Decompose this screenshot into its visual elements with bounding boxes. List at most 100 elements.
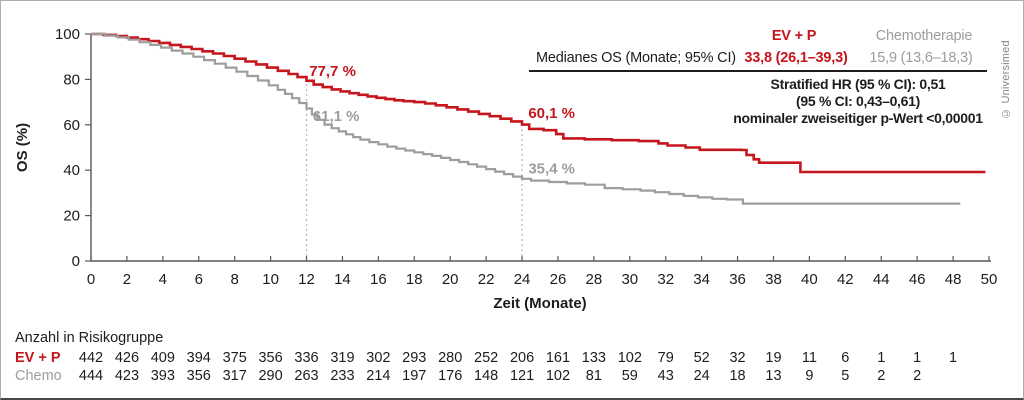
x-tick-label: 22 [478,271,495,288]
risk-count-chemo-m36: 18 [729,368,745,384]
risk-count-chemo-m6: 356 [187,368,211,384]
risk-count-chemo-m38: 13 [765,368,781,384]
risk-count-evp-m10: 356 [258,350,282,366]
risk-count-chemo-m4: 393 [151,368,175,384]
x-tick-label: 0 [87,271,95,288]
x-tick-label: 30 [621,271,638,288]
risk-count-evp-m26: 161 [546,350,570,366]
x-tick-label: 42 [837,271,854,288]
risk-count-evp-m40: 11 [802,350,817,366]
risk-count-evp-m44: 1 [877,350,885,366]
y-tick-label: 80 [63,71,80,88]
risk-count-evp-m30: 102 [618,350,642,366]
risk-count-chemo-m28: 81 [586,368,602,384]
median-table-row-label: Medianes OS (Monate; 95% CI) [536,50,736,66]
x-tick-label: 40 [801,271,818,288]
risk-count-evp-m2: 426 [115,350,139,366]
risk-count-chemo-m20: 176 [438,368,462,384]
y-axis-title: OS (%) [14,123,31,172]
x-tick-label: 32 [657,271,674,288]
x-tick-label: 4 [159,271,167,288]
risk-count-chemo-m32: 43 [658,368,674,384]
risk-table-title: Anzahl in Risikogruppe [15,330,164,346]
x-tick-label: 38 [765,271,782,288]
x-tick-label: 50 [981,271,998,288]
y-tick-label: 40 [63,162,80,179]
risk-count-chemo-m26: 102 [546,368,570,384]
stat-pvalue-line: nominaler zweiseitiger p-Wert <0,00001 [733,110,983,126]
survival-curve-evp [91,32,986,174]
risk-count-evp-m4: 409 [151,350,175,366]
risk-count-evp-m48: 1 [949,350,957,366]
risk-count-evp-m28: 133 [582,350,606,366]
risk-count-chemo-m10: 290 [258,368,282,384]
y-tick-label: 100 [55,26,80,43]
risk-count-chemo-m42: 5 [841,368,849,384]
x-tick-label: 6 [195,271,203,288]
x-tick-label: 10 [262,271,279,288]
copyright-credit: © Universimed [1000,40,1012,119]
x-tick-label: 34 [693,271,710,288]
stat-ci-line: (95 % CI: 0,43–0,61) [796,93,920,109]
risk-count-chemo-m40: 9 [805,368,813,384]
risk-count-evp-m8: 375 [223,350,247,366]
y-tick-label: 0 [72,253,80,270]
x-tick-label: 26 [550,271,567,288]
x-tick-label: 44 [873,271,890,288]
risk-count-chemo-m12: 263 [294,368,318,384]
landmark-annotation-1: 61,1 % [313,108,360,125]
risk-count-chemo-m22: 148 [474,368,498,384]
y-tick-label: 20 [63,208,80,225]
risk-count-evp-m0: 442 [79,350,103,366]
x-tick-label: 8 [231,271,239,288]
landmark-annotation-2: 60,1 % [528,105,575,122]
risk-count-chemo-m2: 423 [115,368,139,384]
risk-count-chemo-m44: 2 [877,368,885,384]
risk-count-evp-m34: 52 [694,350,710,366]
risk-count-evp-m6: 394 [187,350,211,366]
median-os-value-evp: 33,8 (26,1–39,3) [744,50,848,66]
x-axis-title: Zeit (Monate) [493,295,586,312]
x-tick-label: 36 [729,271,746,288]
x-tick-label: 16 [370,271,387,288]
median-table-header-evp: EV + P [771,28,817,44]
x-tick-label: 46 [909,271,926,288]
x-tick-label: 24 [514,271,531,288]
x-tick-label: 20 [442,271,459,288]
median-os-value-chemo: 15,9 (13,6–18,3) [869,50,973,66]
risk-count-chemo-m16: 214 [366,368,390,384]
risk-row-label-evp: EV + P [15,350,61,366]
x-tick-label: 18 [406,271,423,288]
y-tick-label: 60 [63,117,80,134]
median-table-header-chemo: Chemotherapie [875,28,973,44]
risk-count-evp-m36: 32 [729,350,745,366]
risk-row-label-chemo: Chemo [15,368,62,384]
risk-count-evp-m46: 1 [913,350,921,366]
risk-count-evp-m32: 79 [658,350,674,366]
risk-count-evp-m14: 319 [330,350,354,366]
risk-count-chemo-m46: 2 [913,368,921,384]
risk-count-chemo-m14: 233 [330,368,354,384]
risk-count-chemo-m18: 197 [402,368,426,384]
risk-count-evp-m20: 280 [438,350,462,366]
median-table-rule [529,70,987,72]
risk-count-evp-m42: 6 [841,350,849,366]
x-tick-label: 14 [334,271,351,288]
x-tick-label: 28 [586,271,603,288]
risk-count-evp-m38: 19 [765,350,781,366]
risk-count-evp-m12: 336 [294,350,318,366]
risk-count-evp-m24: 206 [510,350,534,366]
survival-curve-chemo [91,32,961,205]
risk-count-evp-m18: 293 [402,350,426,366]
risk-count-chemo-m8: 317 [223,368,247,384]
landmark-annotation-0: 77,7 % [309,63,356,80]
risk-count-chemo-m34: 24 [694,368,710,384]
risk-count-evp-m22: 252 [474,350,498,366]
x-tick-label: 48 [945,271,962,288]
landmark-annotation-3: 35,4 % [528,161,575,178]
risk-count-chemo-m24: 121 [510,368,534,384]
risk-count-chemo-m30: 59 [622,368,638,384]
x-tick-label: 2 [123,271,131,288]
